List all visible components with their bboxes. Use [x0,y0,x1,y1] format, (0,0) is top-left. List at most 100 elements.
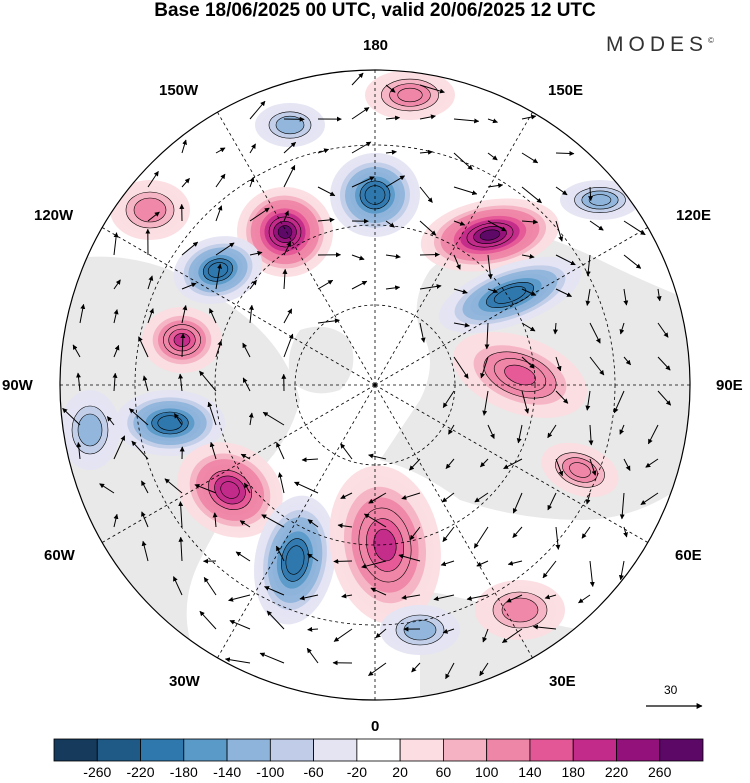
wind-arrow [215,340,223,358]
wind-arrow [385,115,400,121]
wind-arrow [487,183,504,189]
wind-arrow [299,594,319,601]
wind-arrow [282,268,288,290]
wind-arrow [480,458,489,468]
wind-arrow [199,610,217,630]
map-title: Base 18/06/2025 00 UTC, valid 20/06/2025… [154,0,596,21]
wind-arrow [385,84,396,93]
wind-arrow [555,458,564,477]
wind-arrow [623,526,628,538]
wind-arrow [419,84,445,94]
wind-arrow [521,186,542,204]
lon-label-90w: 90W [2,377,33,394]
colorbar-swatch-5 [269,738,314,762]
wind-arrow [521,390,530,414]
wind-arrow [215,173,226,188]
lon-label-150w: 150W [159,82,199,99]
wind-arrow [131,440,149,460]
wind-arrow [259,652,285,664]
colorbar-tick-label: 140 [518,764,542,780]
anomaly-contour [364,185,386,205]
wind-arrow [178,501,184,528]
wind-arrow [657,356,671,371]
wind-arrow [555,288,572,297]
wind-arrow [487,220,507,232]
wind-arrow [521,356,535,369]
reference-vector-label: 30 [664,683,678,697]
colorbar-swatch-4 [226,738,271,762]
wind-arrow [181,305,188,324]
map-disc [60,70,690,700]
colorbar-swatch-8 [399,738,444,762]
wind-arrow [333,628,353,642]
meridian-line [102,227,376,386]
wind-arrow [555,356,562,372]
wind-arrow [618,560,625,581]
wind-arrow [76,372,81,392]
wind-arrow [623,458,631,471]
wind-arrow [224,657,251,664]
lon-label-30e: 30E [549,673,576,690]
meridian-line [217,384,376,658]
wind-arrow [215,205,223,222]
wind-arrow [370,587,387,596]
wind-arrow [79,303,86,324]
meridian-line [374,384,533,658]
wind-arrow [147,308,154,324]
wind-arrow [173,576,183,596]
wind-arrow [542,560,557,579]
wind-arrow [147,170,159,188]
wind-arrow [411,662,421,673]
lon-label-60e: 60E [675,547,702,564]
wind-arrow [112,372,118,392]
meridian-line [374,227,648,386]
wind-arrow [585,390,591,411]
wind-arrow [283,333,294,358]
wind-arrow [113,309,119,324]
wind-arrow [301,457,319,463]
wind-arrow [409,526,421,541]
wind-arrow [453,254,461,270]
wind-arrow [552,322,558,335]
wind-arrow [239,520,251,528]
meridian-line [102,384,376,543]
wind-arrow [487,424,495,440]
wind-arrow [283,308,293,324]
wind-arrow [619,322,625,335]
wind-arrow [448,424,455,435]
wind-arrow [640,492,659,506]
wind-arrow [317,186,336,197]
wind-arrow [419,322,426,343]
wind-arrow [588,424,594,446]
wind-arrow [203,576,217,596]
wind-arrow [351,72,364,86]
wind-arrow [555,526,561,550]
wind-arrow [173,413,183,426]
lon-label-150e: 150E [548,82,584,99]
lon-label-0: 0 [371,718,380,735]
wind-arrow [473,526,489,549]
anomaly-contour [501,597,539,623]
anomaly-contour [277,225,293,239]
wind-arrow [317,148,330,154]
wind-arrow [442,526,455,542]
wind-arrow [442,390,455,409]
wind-arrow [333,558,353,564]
wind-arrow [589,458,597,476]
wind-arrow [141,480,149,494]
wind-arrow [453,118,480,124]
wind-arrow [368,662,387,677]
wind-arrow [466,594,489,601]
meridian-line [374,384,648,543]
wind-arrow [62,408,81,426]
wind-arrow [445,662,455,680]
anomaly-contour [157,415,183,431]
wind-arrow [401,492,421,500]
colorbar-swatch-6 [313,738,358,762]
colorbar-swatch-1 [96,738,141,762]
wind-arrow [521,322,536,332]
latitude-circle-2 [214,224,536,546]
colorbar-swatch-12 [572,738,617,762]
wind-arrow [215,147,226,154]
wind-arrow [294,481,319,494]
